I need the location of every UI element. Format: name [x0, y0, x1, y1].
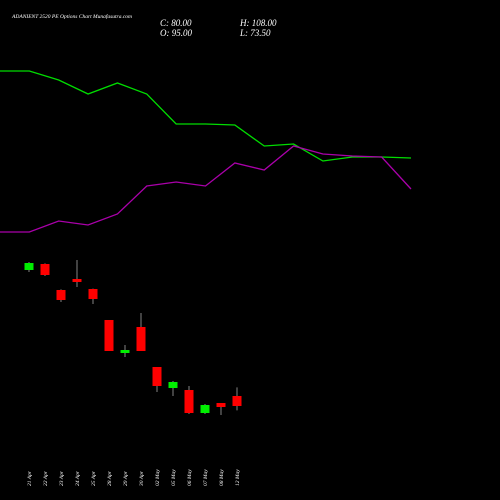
- candle-body: [88, 289, 98, 299]
- x-tick-label: 30 Apr: [139, 470, 145, 487]
- ohlc-label: C: 80.00: [160, 18, 192, 28]
- x-tick-label: 28 Apr: [107, 470, 113, 486]
- ohlc-label: O: 95.00: [160, 28, 192, 38]
- x-tick-label: 12 May: [235, 469, 241, 486]
- candle-body: [168, 382, 178, 388]
- ohlc-label: H: 108.00: [239, 18, 277, 28]
- candle-body: [200, 405, 210, 413]
- candle-body: [104, 320, 114, 351]
- x-tick-label: 06 May: [187, 469, 193, 486]
- candle-body: [216, 403, 226, 407]
- candle-body: [232, 396, 242, 406]
- candle-body: [120, 350, 130, 353]
- x-tick-label: 23 Apr: [59, 470, 65, 486]
- x-tick-label: 29 Apr: [123, 470, 129, 486]
- x-tick-label: 22 Apr: [43, 470, 49, 486]
- x-tick-label: 24 Apr: [74, 470, 81, 486]
- candle-body: [152, 367, 162, 386]
- ohlc-label: L: 73.50: [239, 28, 271, 38]
- line-series: [0, 70, 412, 162]
- x-tick-label: 05 May: [171, 469, 177, 486]
- x-tick-label: 21 Apr: [27, 470, 33, 486]
- x-tick-label: 08 May: [219, 469, 225, 486]
- line-series: [0, 145, 412, 233]
- candle-body: [40, 264, 50, 275]
- chart-title: ADANIENT 2520 PE Options Chart Munafasut…: [11, 13, 132, 20]
- candle-body: [136, 327, 146, 351]
- x-tick-label: 25 Apr: [91, 470, 97, 486]
- candle-body: [184, 390, 194, 413]
- candle-body: [24, 263, 34, 270]
- x-tick-label: 07 May: [203, 469, 209, 486]
- candle-body: [56, 290, 66, 300]
- x-tick-label: 02 May: [155, 469, 161, 486]
- candle-body: [72, 279, 82, 282]
